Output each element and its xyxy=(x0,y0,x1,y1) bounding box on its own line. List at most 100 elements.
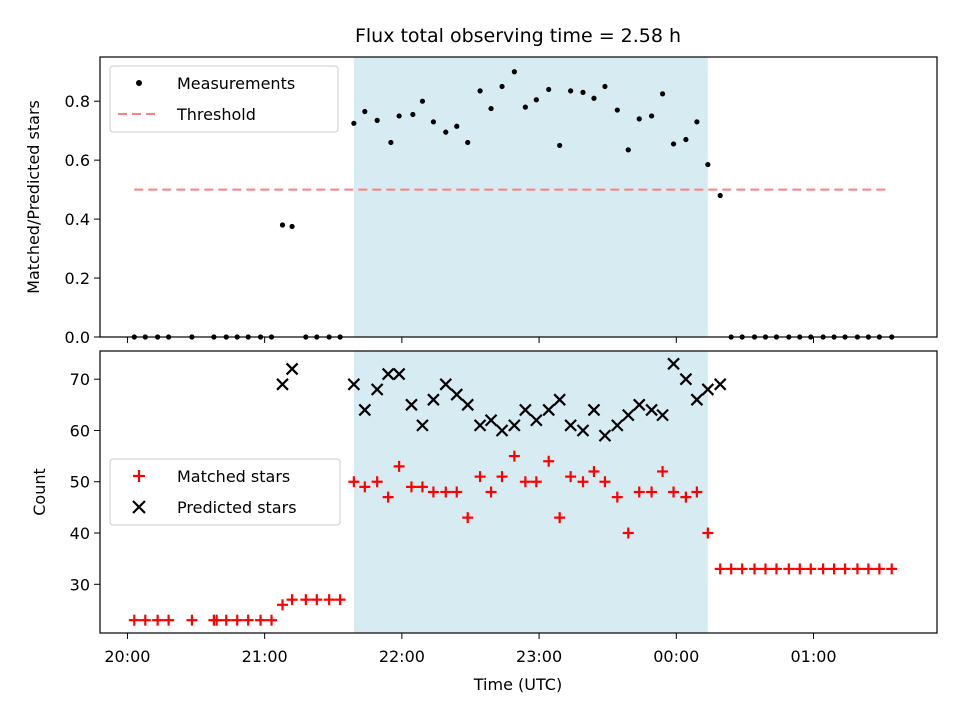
top-x-ticks xyxy=(126,337,815,343)
predicted-star-point xyxy=(701,383,715,396)
predicted-star-point xyxy=(621,408,635,422)
predicted-star-point xyxy=(416,419,429,432)
legend-threshold-label: Threshold xyxy=(176,105,256,124)
bottom-y-axis-label: Count xyxy=(30,468,49,516)
measurement-point xyxy=(289,223,295,230)
predicted-star-point xyxy=(439,378,453,391)
matched-star-point xyxy=(186,614,198,626)
matched-star-point xyxy=(393,460,405,472)
matched-star-point xyxy=(565,471,577,483)
matched-star-point xyxy=(276,599,288,611)
matched-star-point xyxy=(668,486,680,498)
matched-star-point xyxy=(577,476,589,488)
matched-star-point xyxy=(382,491,394,503)
matched-star-point xyxy=(770,563,782,575)
measurement-point xyxy=(659,91,666,97)
predicted-star-point xyxy=(656,408,669,422)
predicted-star-point xyxy=(598,429,612,442)
measurement-point xyxy=(454,123,460,129)
matched-star-point xyxy=(646,486,658,498)
matched-star-point xyxy=(851,563,863,575)
predicted-star-point xyxy=(690,393,704,406)
matched-star-point xyxy=(794,563,806,575)
matched-star-point xyxy=(451,486,463,498)
matched-star-point xyxy=(714,563,726,575)
measurement-point xyxy=(419,98,426,104)
measurement-point xyxy=(557,142,563,149)
legend-measurements-marker xyxy=(136,80,142,86)
matched-star-point xyxy=(680,491,692,503)
predicted-star-point xyxy=(587,403,601,417)
measurement-point xyxy=(396,113,402,119)
y-tick-label: 0.2 xyxy=(65,269,90,288)
predicted-star-point xyxy=(473,419,487,432)
measurement-point xyxy=(625,147,631,153)
measurement-point xyxy=(591,95,597,101)
predicted-star-point xyxy=(285,362,299,376)
x-tick-label: 22:00 xyxy=(379,647,425,666)
y-tick-label: 40 xyxy=(70,524,90,543)
matched-star-point xyxy=(255,614,267,626)
measurement-point xyxy=(602,83,608,90)
predicted-star-point xyxy=(632,398,646,412)
matched-star-point xyxy=(300,594,312,606)
predicted-star-point xyxy=(484,413,498,427)
matched-star-point xyxy=(817,563,829,575)
matched-star-point xyxy=(474,471,486,483)
measurement-point xyxy=(522,104,528,110)
bottom-legend-frame xyxy=(109,458,341,526)
measurement-point xyxy=(465,139,471,146)
measurement-point xyxy=(705,161,711,168)
matched-star-point xyxy=(348,476,360,488)
predicted-star-point xyxy=(519,403,532,417)
matched-star-point xyxy=(873,563,885,575)
matched-star-point xyxy=(611,491,623,503)
bottom-axes-frame xyxy=(99,350,938,634)
predicted-star-point xyxy=(530,413,543,427)
y-tick-label: 0.0 xyxy=(65,328,90,347)
measurement-point xyxy=(488,105,494,112)
matched-star-point xyxy=(508,450,520,462)
measurement-point xyxy=(511,69,517,75)
predicted-star-point xyxy=(461,398,475,412)
measurement-point xyxy=(279,222,286,228)
predicted-star-point xyxy=(667,357,680,371)
legend-predicted-marker xyxy=(132,500,146,514)
bottom-legend: Matched stars Predicted stars xyxy=(109,458,341,526)
matched-star-point xyxy=(622,527,634,539)
x-tick-label: 00:00 xyxy=(653,647,699,666)
matched-star-point xyxy=(462,512,474,524)
bottom-panel: 30 40 50 60 70 20:00 21:00 22:00 23:00 00:00 01:0… xyxy=(30,350,938,694)
matched-star-point xyxy=(496,471,508,483)
measurement-point xyxy=(694,119,700,125)
y-tick-label: 0.6 xyxy=(65,151,90,170)
bottom-matched-points xyxy=(128,450,898,626)
predicted-star-point xyxy=(450,388,464,401)
matched-star-point xyxy=(311,594,323,606)
top-panel: 0.0 0.2 0.4 0.6 0.8 Flux total observing tim… xyxy=(24,25,938,347)
predicted-star-point xyxy=(276,378,289,391)
legend-measurements-label: Measurements xyxy=(177,74,295,93)
x-tick-label: 21:00 xyxy=(242,647,288,666)
measurement-point xyxy=(568,88,574,94)
top-axes-frame xyxy=(99,56,938,338)
y-tick-label: 50 xyxy=(70,473,90,492)
top-legend: Measurements Threshold xyxy=(109,65,339,133)
matched-star-point xyxy=(334,594,346,606)
measurement-point xyxy=(717,192,723,199)
matched-star-point xyxy=(231,614,243,626)
matched-star-point xyxy=(286,594,298,606)
matched-star-point xyxy=(485,486,497,498)
predicted-star-point xyxy=(392,367,406,381)
matched-star-point xyxy=(211,614,223,626)
measurement-point xyxy=(477,88,483,94)
y-tick-label: 60 xyxy=(70,421,90,440)
matched-star-point xyxy=(405,481,417,493)
matched-star-point xyxy=(427,486,439,498)
measurement-point xyxy=(410,111,416,118)
matched-star-point xyxy=(152,614,164,626)
matched-star-point xyxy=(163,614,175,626)
matched-star-point xyxy=(749,563,761,575)
measurement-point xyxy=(636,116,642,122)
x-axis-label: Time (UTC) xyxy=(473,675,562,694)
